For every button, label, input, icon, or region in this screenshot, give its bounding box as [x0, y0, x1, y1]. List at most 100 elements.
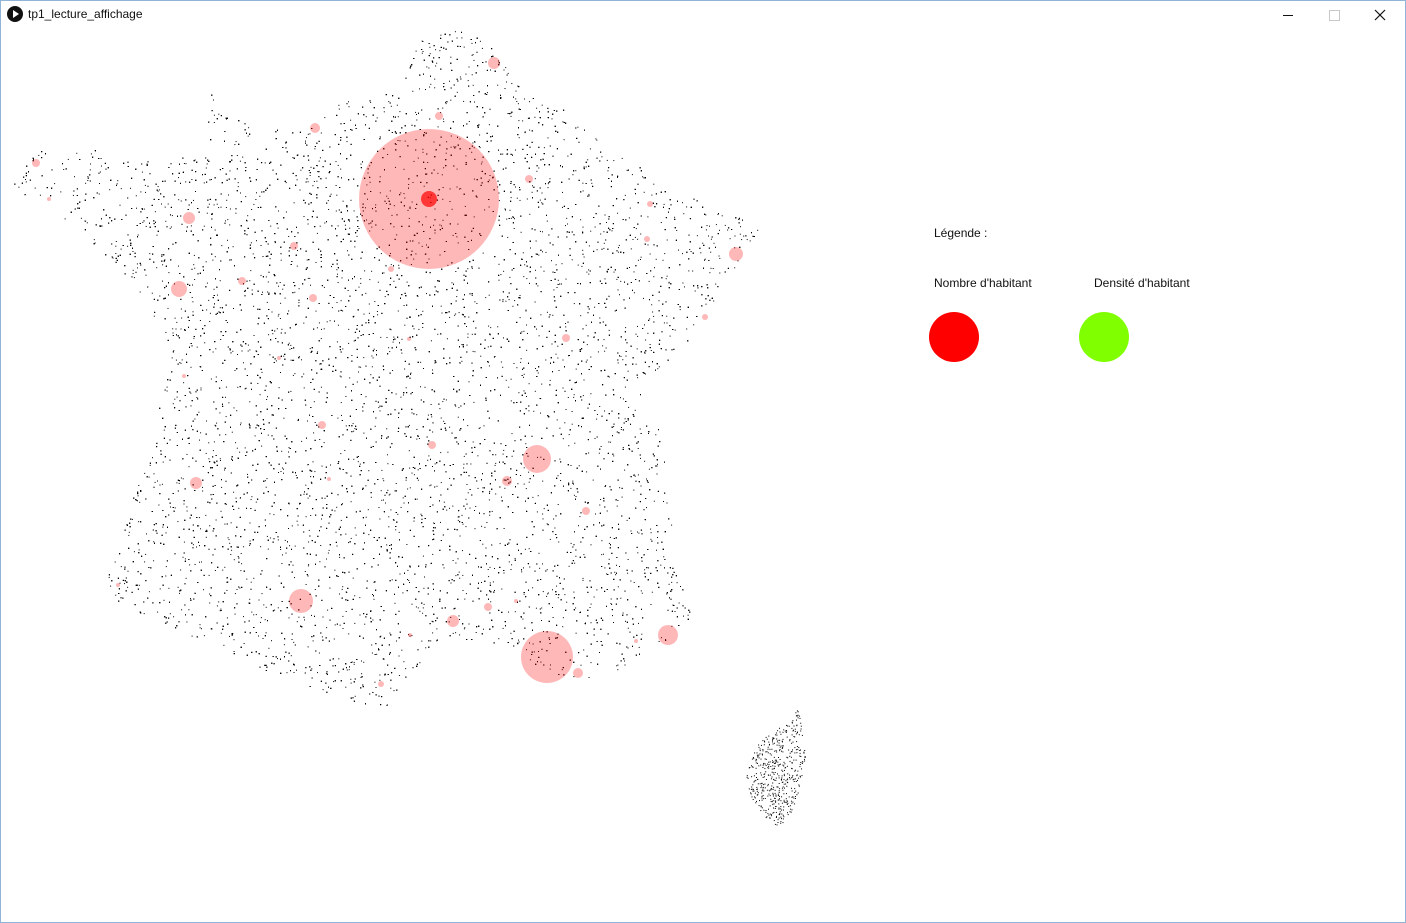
commune-dot	[696, 235, 698, 237]
close-button[interactable]	[1357, 1, 1403, 29]
commune-dot	[225, 207, 227, 208]
commune-dot	[368, 303, 370, 305]
commune-dot	[249, 349, 251, 351]
commune-dot	[573, 394, 575, 396]
commune-dot	[337, 225, 339, 227]
commune-dot	[575, 632, 577, 634]
commune-dot	[648, 567, 649, 569]
commune-dot	[303, 493, 305, 495]
commune-dot	[159, 295, 161, 297]
commune-dot	[674, 216, 676, 218]
commune-dot	[318, 160, 320, 162]
minimize-button[interactable]	[1265, 1, 1311, 29]
commune-dot	[229, 224, 231, 226]
commune-dot	[433, 141, 435, 143]
commune-dot	[233, 491, 235, 493]
commune-dot	[348, 101, 349, 103]
commune-dot	[442, 187, 444, 188]
commune-dot	[433, 522, 435, 524]
commune-dot	[415, 253, 417, 255]
commune-dot	[568, 565, 570, 567]
commune-dot	[295, 475, 297, 476]
commune-dot	[637, 552, 639, 554]
commune-dot	[508, 299, 510, 301]
commune-dot	[205, 261, 207, 263]
commune-dot	[217, 294, 218, 296]
commune-dot	[477, 487, 479, 489]
commune-dot	[474, 528, 476, 530]
commune-dot	[617, 212, 619, 214]
commune-dot	[191, 635, 193, 637]
commune-dot	[583, 256, 585, 258]
commune-dot	[408, 184, 410, 185]
commune-dot	[298, 356, 300, 358]
commune-dot	[250, 499, 252, 501]
commune-dot	[354, 622, 356, 624]
commune-dot	[616, 665, 618, 667]
commune-dot	[403, 193, 405, 195]
commune-dot	[120, 248, 122, 250]
commune-dot	[289, 348, 291, 350]
commune-dot	[680, 586, 681, 587]
commune-dot	[439, 224, 441, 226]
commune-dot	[157, 186, 159, 188]
commune-dot	[524, 548, 526, 550]
commune-dot	[253, 203, 255, 205]
commune-dot	[426, 244, 427, 246]
commune-dot	[500, 274, 502, 276]
commune-dot	[193, 199, 194, 201]
commune-dot	[226, 322, 228, 323]
commune-dot	[114, 561, 116, 563]
commune-dot	[509, 209, 511, 211]
commune-dot	[291, 525, 293, 527]
commune-dot	[409, 467, 411, 469]
title-bar[interactable]: tp1_lecture_affichage	[1, 1, 1405, 29]
commune-dot	[465, 526, 467, 528]
commune-dot	[236, 447, 238, 449]
commune-dot	[638, 646, 640, 648]
commune-dot	[329, 587, 331, 589]
commune-dot	[565, 225, 566, 227]
commune-dot	[205, 514, 207, 516]
commune-dot	[365, 396, 367, 398]
commune-dot	[417, 479, 419, 481]
commune-dot	[309, 348, 311, 350]
commune-dot	[637, 238, 639, 240]
commune-dot	[178, 482, 180, 484]
commune-dot	[353, 661, 355, 663]
commune-dot	[526, 649, 527, 651]
commune-dot	[558, 541, 560, 543]
commune-dot	[443, 567, 445, 569]
commune-dot	[617, 289, 619, 291]
commune-dot	[682, 253, 683, 255]
commune-dot	[132, 269, 134, 271]
commune-dot	[308, 564, 310, 566]
commune-dot	[656, 465, 658, 467]
commune-dot	[577, 126, 579, 128]
maximize-button[interactable]	[1311, 1, 1357, 29]
commune-dot	[244, 388, 246, 390]
commune-dot	[208, 442, 210, 444]
commune-dot	[608, 542, 610, 544]
commune-dot	[54, 183, 56, 185]
commune-dot	[580, 315, 582, 317]
commune-dot	[393, 280, 395, 282]
commune-dot	[676, 230, 678, 231]
commune-dot	[413, 258, 415, 260]
commune-dot	[354, 695, 356, 697]
commune-dot	[521, 571, 523, 573]
commune-dot	[593, 336, 595, 338]
commune-dot	[225, 220, 226, 222]
commune-dot	[223, 644, 225, 646]
commune-dot	[634, 409, 636, 411]
commune-dot	[548, 182, 550, 184]
commune-dot	[432, 466, 433, 467]
commune-dot	[208, 203, 210, 205]
commune-dot	[468, 381, 470, 383]
commune-dot	[162, 526, 164, 528]
commune-dot	[452, 234, 454, 236]
commune-dot	[565, 278, 567, 280]
commune-dot	[292, 564, 294, 566]
commune-dot	[417, 157, 419, 159]
commune-dot	[549, 379, 551, 381]
